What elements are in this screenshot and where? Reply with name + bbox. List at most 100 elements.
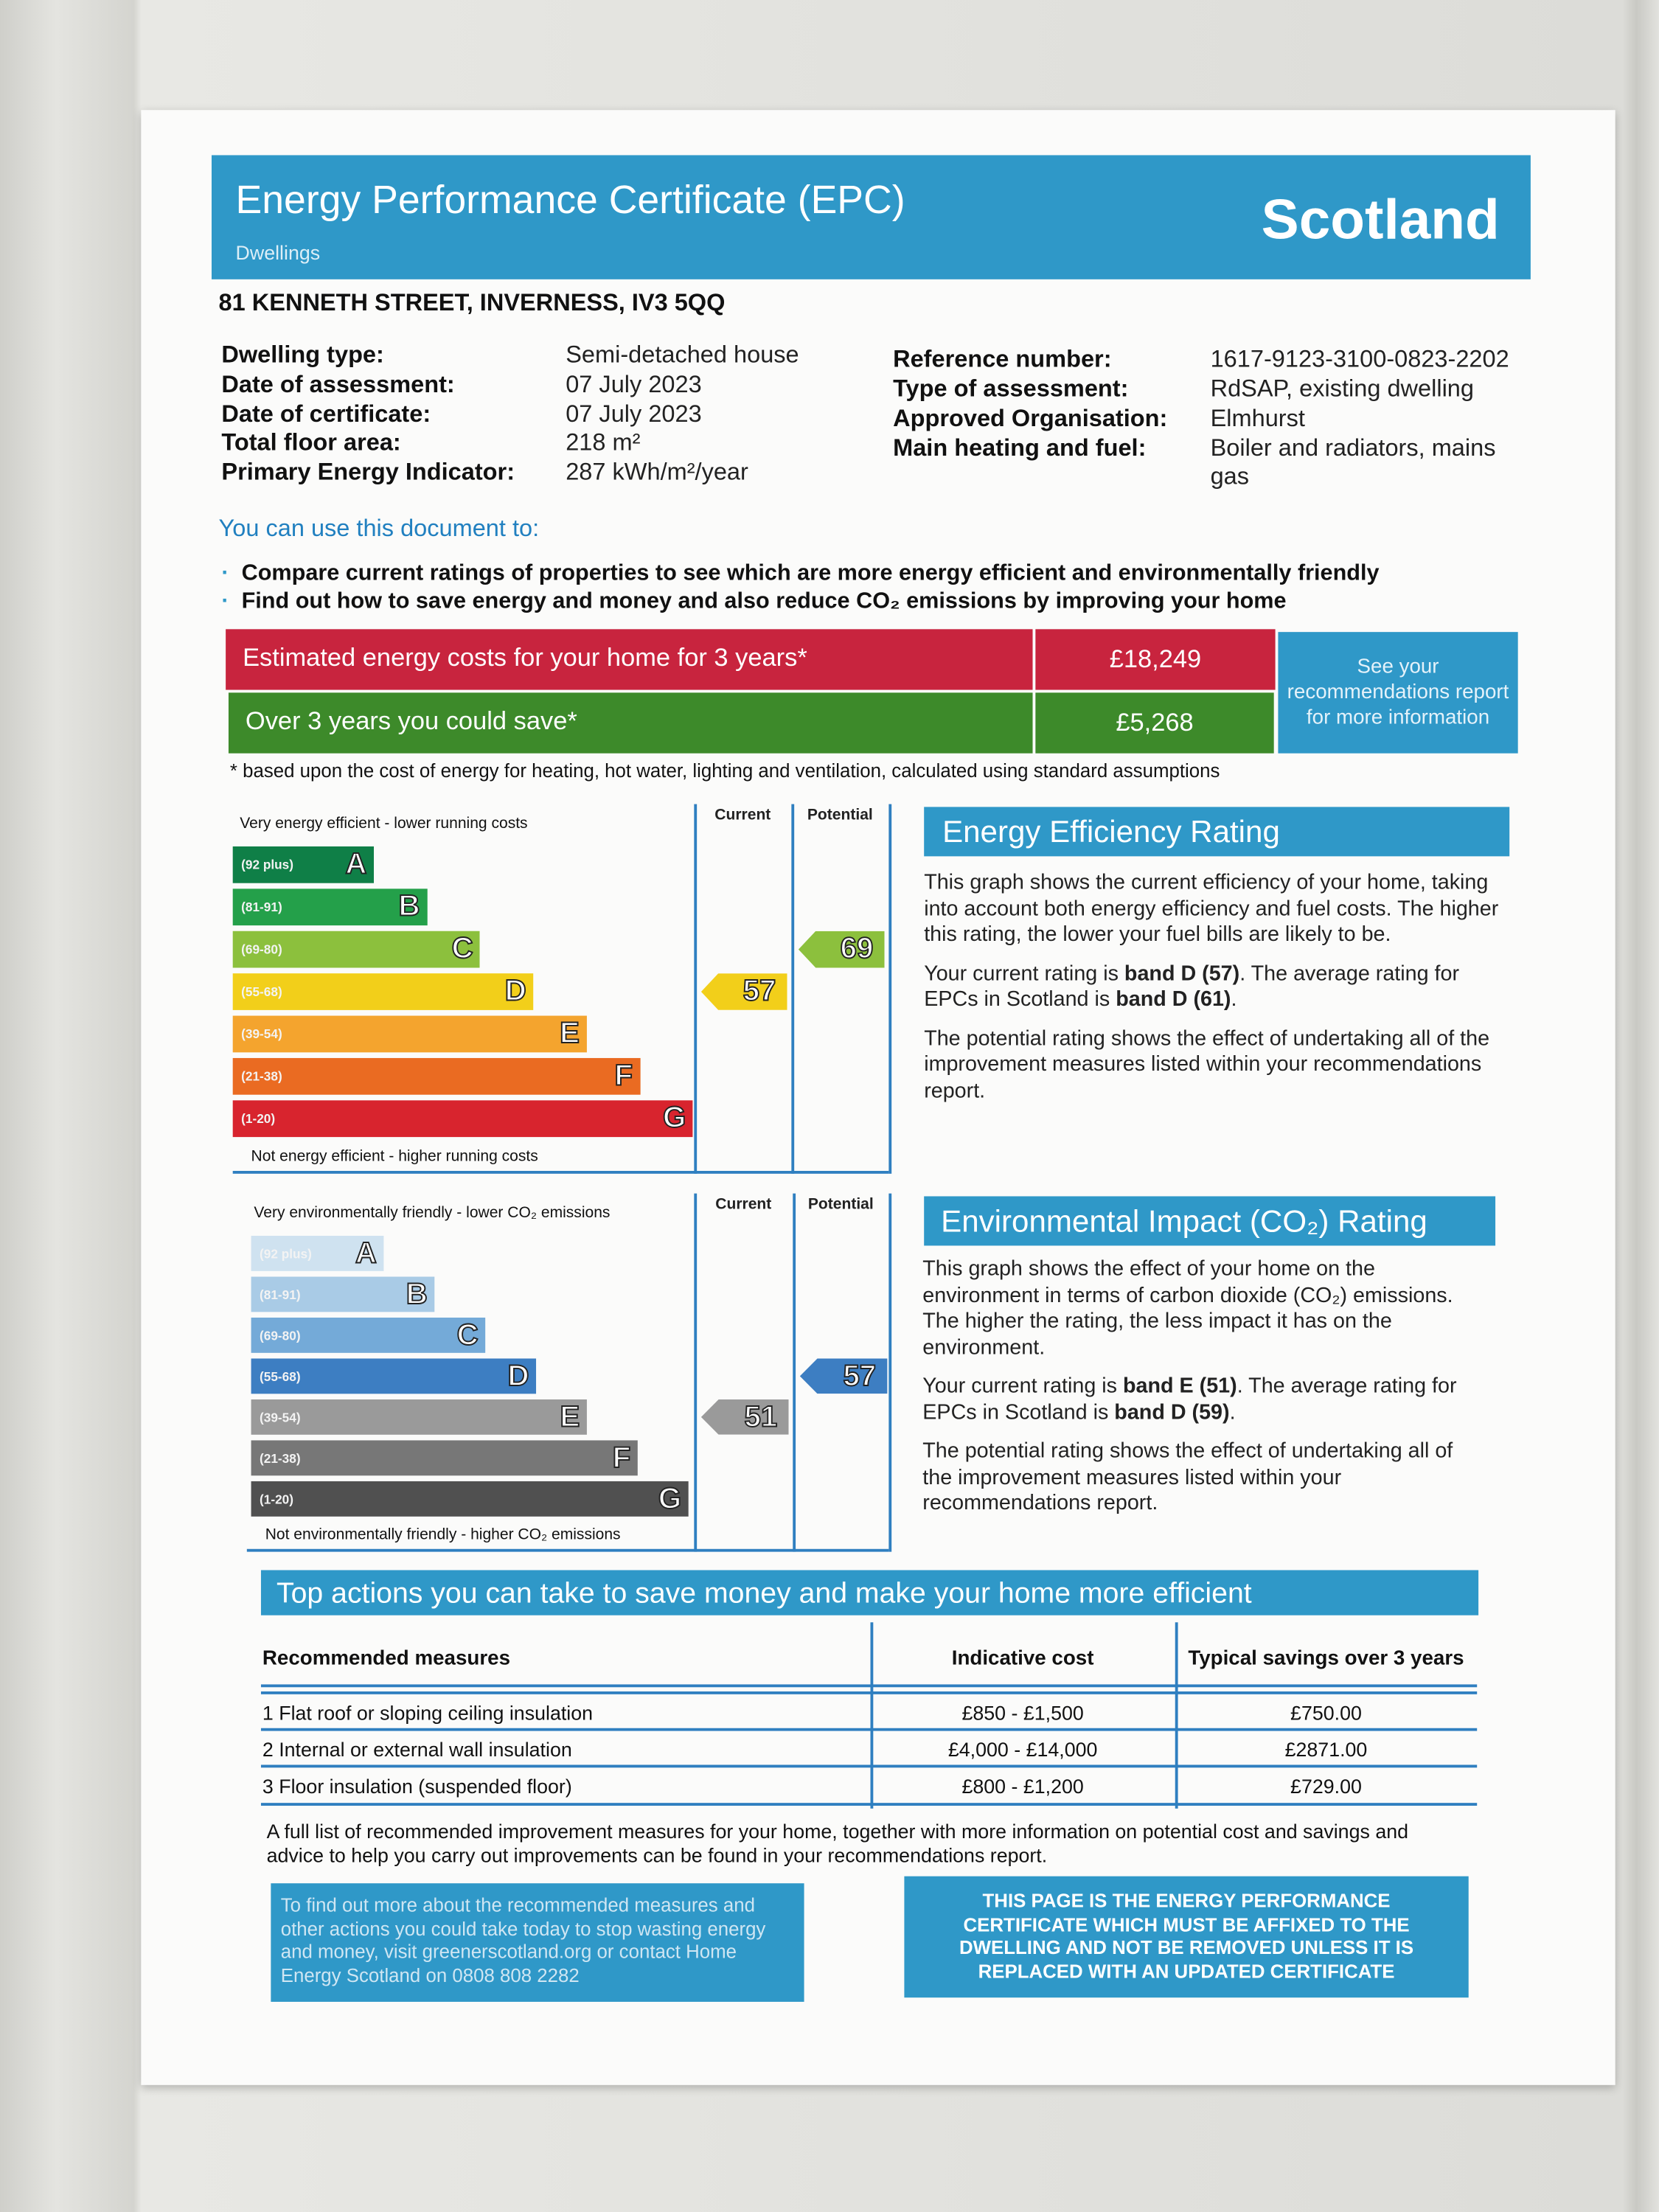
column-line	[888, 1193, 892, 1552]
band-range: (1-20)	[260, 1492, 293, 1506]
bullet: · Find out how to save energy and money …	[221, 588, 1379, 616]
table-rule	[260, 1728, 1478, 1731]
energy-heading: Energy Efficiency Rating	[942, 813, 1280, 849]
paragraph-bold: band E (51)	[1123, 1374, 1237, 1399]
band-letter: E	[559, 1017, 580, 1051]
environment-chart: Very environmentally friendly - lower CO…	[246, 1193, 892, 1552]
address: 81 KENNETH STREET, INVERNESS, IV3 5QQ	[218, 289, 726, 316]
saving-value: £5,268	[1116, 708, 1194, 737]
advice-text: To find out more about the recommended m…	[280, 1894, 766, 1986]
column-header: Current	[714, 807, 771, 824]
table-cell: £2871.00	[1284, 1738, 1368, 1761]
band-letter: C	[456, 1318, 479, 1352]
notice-box: THIS PAGE IS THE ENERGY PERFORMANCE CERT…	[904, 1876, 1469, 1998]
detail-label: Date of certificate:	[221, 400, 431, 428]
column-line	[791, 804, 795, 1174]
table-rule	[260, 1764, 1478, 1768]
rating-band: (1-20) G	[232, 1100, 693, 1138]
column-line	[694, 804, 698, 1174]
column-header: Indicative cost	[951, 1647, 1094, 1671]
paragraph-bold: band D (57)	[1124, 961, 1240, 986]
band-range: (69-80)	[241, 942, 282, 957]
cost-value: £18,249	[1109, 644, 1202, 673]
current-rating-value: 51	[744, 1399, 779, 1433]
band-letter: D	[507, 1358, 529, 1392]
rating-band: (92 plus) A	[232, 846, 375, 883]
uses-list: · Compare current ratings of properties …	[221, 560, 1379, 617]
detail-value: Boiler and radiators, mains gas	[1210, 434, 1496, 490]
actions-heading-bar: Top actions you can take to save money a…	[260, 1570, 1479, 1615]
table-cell: 1 Flat roof or sloping ceiling insulatio…	[262, 1701, 594, 1725]
current-rating-value: 57	[742, 974, 777, 1008]
column-divider	[1175, 1622, 1178, 1809]
rating-band: (21-38) F	[251, 1440, 638, 1476]
bullet-dot: ·	[221, 589, 242, 614]
band-range: (92 plus)	[241, 858, 293, 872]
table-rule	[260, 1684, 1478, 1688]
band-letter: A	[344, 847, 367, 881]
paragraph-part: Your current rating is	[924, 961, 1124, 986]
rating-band: (55-68) D	[251, 1358, 537, 1394]
table-rule	[260, 1691, 1478, 1694]
bullet: · Compare current ratings of properties …	[221, 560, 1379, 588]
detail-label: Dwelling type:	[221, 341, 384, 369]
detail-value: Elmhurst	[1210, 405, 1305, 432]
paragraph: The potential rating shows the effect of…	[924, 1026, 1490, 1103]
potential-rating-value: 57	[842, 1358, 877, 1392]
band-letter: A	[355, 1236, 378, 1270]
potential-rating-value: 69	[840, 932, 874, 966]
column-header: Typical savings over 3 years	[1188, 1647, 1464, 1671]
table-cell: £750.00	[1290, 1701, 1362, 1725]
detail-value: 07 July 2023	[566, 400, 702, 428]
band-range: (55-68)	[241, 984, 282, 999]
advice-box: To find out more about the recommended m…	[271, 1883, 804, 2002]
table-cell: £729.00	[1290, 1774, 1362, 1798]
band-range: (69-80)	[260, 1328, 301, 1343]
table-cell: £850 - £1,500	[961, 1701, 1084, 1725]
band-range: (55-68)	[260, 1368, 301, 1383]
recommendations-link[interactable]: See your recommendations report for more…	[1278, 632, 1518, 754]
band-letter: F	[614, 1059, 633, 1093]
detail-value: 218 m²	[566, 428, 641, 456]
band-range: (39-54)	[260, 1410, 301, 1425]
energy-text: This graph shows the current efficiency …	[924, 870, 1500, 1117]
energy-chart: Very energy efficient - lower running co…	[232, 804, 892, 1174]
bullet-text: Find out how to save energy and money an…	[241, 589, 1287, 614]
column-line	[793, 1193, 796, 1552]
detail-label: Date of assessment:	[221, 371, 455, 398]
column-header: Potential	[807, 1196, 874, 1214]
band-letter: D	[504, 974, 527, 1008]
band-range: (21-38)	[260, 1450, 301, 1465]
chart-top-label: Very energy efficient - lower running co…	[240, 815, 528, 832]
current-rating-arrow: 57	[700, 973, 787, 1010]
paragraph: Your current rating is band D (57). The …	[924, 961, 1500, 1014]
chart-bottom-line	[246, 1548, 889, 1552]
rating-band: (55-68) D	[232, 973, 534, 1010]
detail-label: Main heating and fuel:	[893, 434, 1147, 462]
current-rating-arrow: 51	[700, 1399, 789, 1435]
rating-band: (69-80) C	[232, 931, 481, 968]
rating-band: (69-80) C	[251, 1317, 486, 1353]
detail-value: 07 July 2023	[566, 371, 702, 398]
rating-band: (81-91) B	[232, 888, 428, 926]
table-cell: £4,000 - £14,000	[947, 1738, 1098, 1761]
rating-band: (39-54) E	[251, 1399, 587, 1435]
chart-bottom-line	[232, 1171, 889, 1174]
detail-label: Type of assessment:	[893, 375, 1129, 403]
band-range: (39-54)	[241, 1026, 282, 1041]
paragraph-bold: band D (61)	[1116, 987, 1231, 1012]
detail-label: Approved Organisation:	[893, 405, 1168, 432]
table-cell: 3 Floor insulation (suspended floor)	[262, 1774, 572, 1798]
band-letter: E	[560, 1399, 581, 1433]
bullet-dot: ·	[221, 561, 242, 586]
band-letter: G	[658, 1481, 682, 1515]
band-letter: B	[398, 889, 421, 923]
band-letter: F	[612, 1440, 631, 1474]
saving-label: Over 3 years you could save*	[245, 706, 577, 735]
notice-text: THIS PAGE IS THE ENERGY PERFORMANCE CERT…	[959, 1890, 1414, 1982]
column-line	[694, 1193, 698, 1552]
column-line	[888, 804, 892, 1174]
